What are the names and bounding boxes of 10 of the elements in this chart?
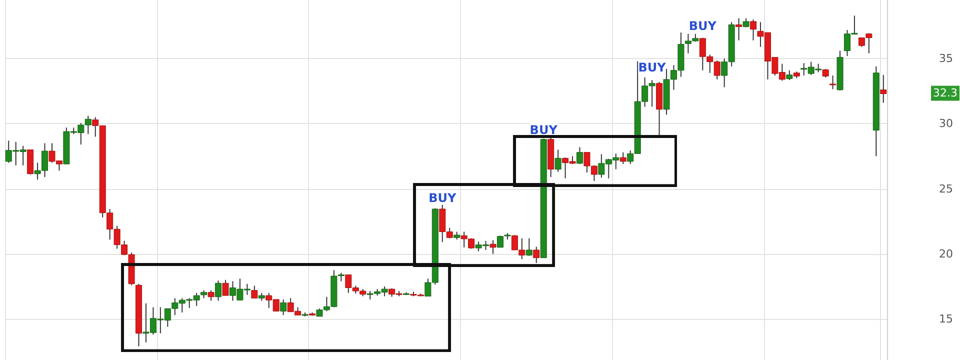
text: 32.3 (933, 86, 958, 100)
y-tick-label: 25 (939, 182, 953, 196)
y-tick-label: 15 (939, 312, 953, 326)
y-tick-label: 20 (939, 247, 953, 260)
y-tick-label: 30 (939, 117, 953, 130)
annotation: BUY (688, 19, 717, 34)
annotation: BUY (638, 60, 666, 75)
annotation: BUY (530, 123, 558, 138)
annotation: BUY (428, 190, 456, 205)
y-tick-label: 35 (939, 52, 953, 66)
